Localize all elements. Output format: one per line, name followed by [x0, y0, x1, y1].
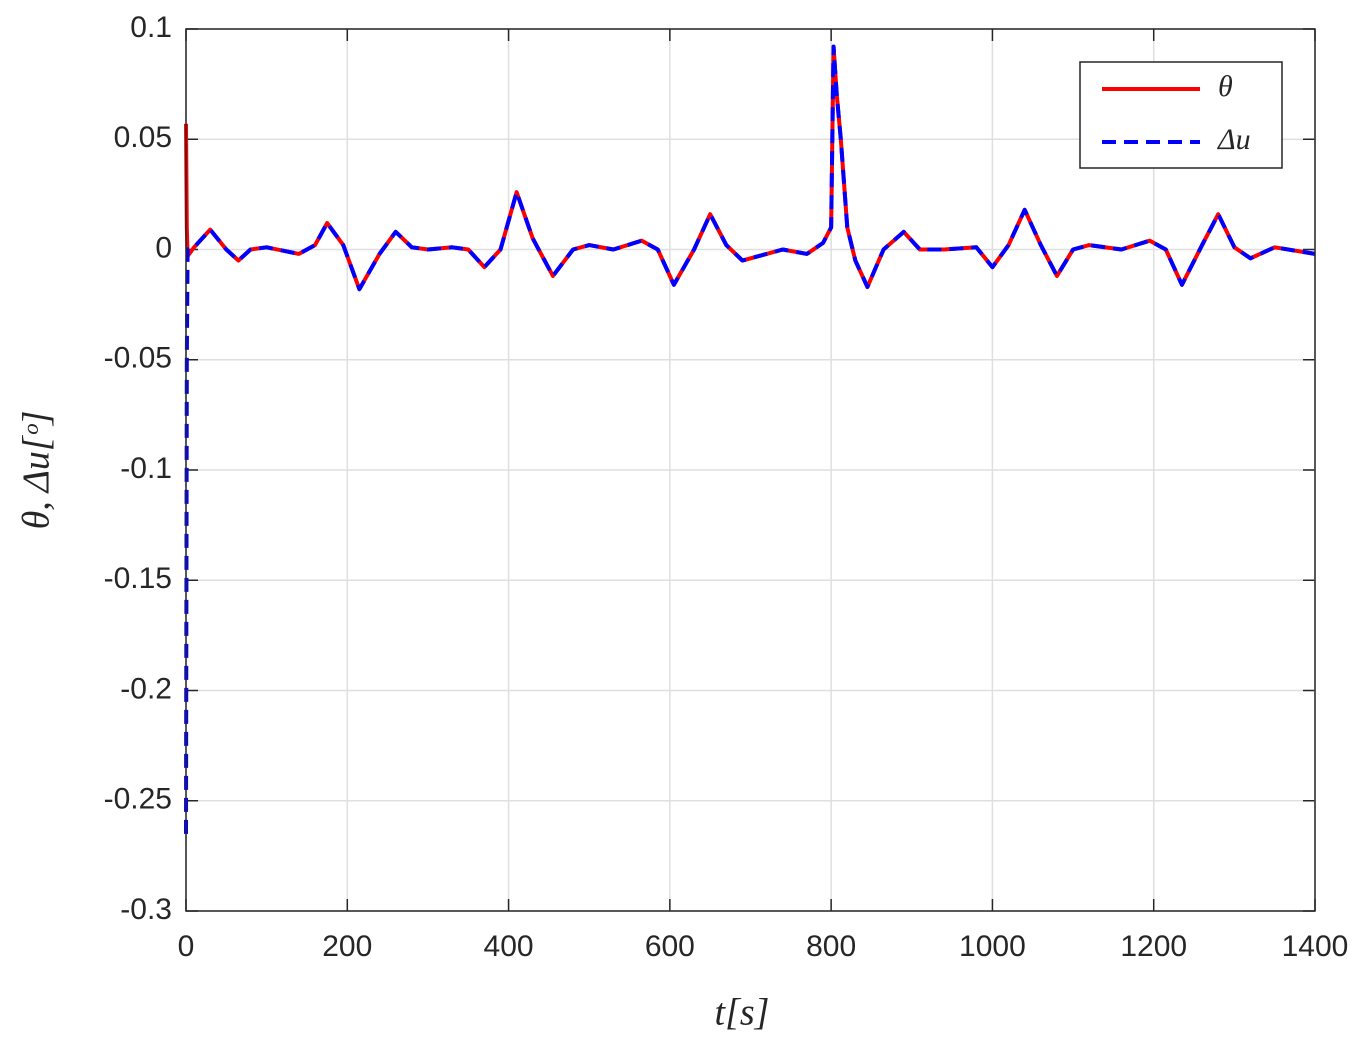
x-tick-label: 1400: [1282, 930, 1349, 963]
legend-label: Δu: [1217, 123, 1251, 156]
y-tick-label: -0.05: [104, 342, 172, 375]
x-tick-label: 1200: [1120, 930, 1187, 963]
legend-box: [1079, 61, 1283, 169]
x-tick-label: 200: [322, 930, 372, 963]
x-tick-label: 800: [806, 930, 856, 963]
y-tick-label: -0.15: [104, 562, 172, 595]
y-tick-label: -0.2: [120, 672, 172, 705]
x-tick-label: 0: [178, 930, 195, 963]
y-tick-label: 0.1: [130, 11, 172, 44]
y-tick-label: -0.3: [120, 893, 172, 926]
legend-label: θ: [1218, 70, 1233, 103]
y-tick-label: 0.05: [114, 121, 172, 154]
y-tick-label: -0.1: [120, 452, 172, 485]
x-axis-label: t[s]: [715, 992, 770, 1034]
y-tick-label: 0: [155, 231, 172, 264]
y-axis-label: θ, Δu[ᵒ]: [16, 411, 58, 530]
y-tick-label: -0.25: [104, 783, 172, 816]
x-tick-label: 400: [484, 930, 534, 963]
line-series: [184, 44, 1316, 834]
x-tick-label: 600: [645, 930, 695, 963]
axes-box: [185, 28, 1316, 912]
x-tick-label: 1000: [959, 930, 1026, 963]
